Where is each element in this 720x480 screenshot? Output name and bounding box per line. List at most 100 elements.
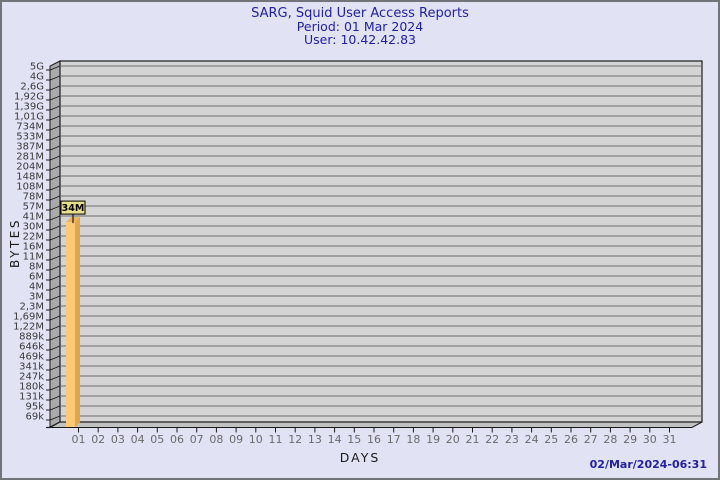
y-tick-label: 889k [19,332,44,343]
x-tick-label: 16 [367,433,381,446]
y-tick-label: 5G [30,62,44,73]
y-tick-label: 180k [19,382,44,393]
x-tick-label: 20 [446,433,460,446]
y-tick-mark [46,95,61,101]
x-axis-title: DAYS [339,450,381,465]
x-tick-label: 24 [525,433,539,446]
y-tick-mark [46,225,61,231]
y-tick-label: 1,39G [14,102,44,113]
y-tick-mark [46,65,61,71]
x-tick-label: 25 [544,433,558,446]
x-tick-label: 03 [111,433,125,446]
y-tick-mark [46,125,61,131]
y-tick-mark [46,85,61,91]
y-tick-label: 387M [16,142,44,153]
x-tick-label: 10 [249,433,263,446]
x-tick-label: 23 [505,433,519,446]
chart-floor [49,421,703,428]
y-tick-label: 4G [30,72,44,83]
x-tick-label: 12 [288,433,302,446]
x-tick-label: 22 [485,433,499,446]
y-tick-label: 3M [29,292,44,303]
y-tick-label: 69k [25,412,44,423]
y-tick-mark [46,155,61,161]
y-tick-mark [46,365,61,371]
x-tick-label: 05 [150,433,164,446]
y-tick-label: 204M [16,162,44,173]
y-tick-label: 281M [16,152,44,163]
y-tick-mark [46,75,61,81]
chart-left-wall [49,60,61,428]
x-tick-label: 29 [623,433,637,446]
y-tick-label: 95k [25,402,44,413]
x-tick-label: 18 [406,433,420,446]
y-tick-mark [46,165,61,171]
y-tick-label: 108M [16,182,44,193]
y-tick-mark [46,375,61,381]
y-axis-ticks: 5G4G2,6G1,92G1,39G1,01G734M533M387M281M2… [13,62,61,423]
y-tick-label: 16M [23,242,44,253]
x-axis-ticks: 01 02 03 04 05 06 07 08 09 10 11 12 13 14 15 16 17 18 19 20… [72,428,677,446]
x-tick-label: 13 [308,433,322,446]
y-tick-label: 1,69M [13,312,44,323]
y-tick-label: 57M [23,202,44,213]
y-tick-mark [46,355,61,361]
chart-plot-area [59,60,703,423]
x-tick-label: 08 [209,433,223,446]
y-tick-mark [46,215,61,221]
x-tick-label: 02 [91,433,105,446]
x-tick-label: 14 [328,433,342,446]
y-tick-mark [46,265,61,271]
y-tick-label: 22M [23,232,44,243]
y-tick-label: 646k [19,342,44,353]
y-tick-mark [46,245,61,251]
y-tick-label: 1,01G [14,112,44,123]
bar-value-box [60,200,86,215]
x-tick-label: 19 [426,433,440,446]
y-tick-mark [46,315,61,321]
y-tick-label: 1,92G [14,92,44,103]
y-tick-label: 6M [29,272,44,283]
report-title: SARG, Squid User Access Reports [251,6,469,21]
x-tick-label: 31 [663,433,677,446]
x-tick-label: 27 [584,433,598,446]
y-tick-label: 11M [23,252,44,263]
y-tick-mark [46,145,61,151]
y-tick-mark [46,135,61,141]
x-tick-label: 30 [643,433,657,446]
report-period: Period: 01 Mar 2024 [296,19,424,34]
y-tick-label: 8M [29,262,44,273]
x-tick-label: 01 [72,433,86,446]
x-tick-label: 04 [131,433,145,446]
x-tick-label: 26 [564,433,578,446]
y-tick-label: 341k [19,362,44,373]
y-tick-mark [46,285,61,291]
y-tick-label: 148M [16,172,44,183]
y-tick-label: 247k [19,372,44,383]
y-tick-mark [46,115,61,121]
gridlines [60,65,702,417]
y-tick-label: 469k [19,352,44,363]
y-tick-label: 2,3M [19,302,44,313]
y-tick-label: 533M [16,132,44,143]
y-tick-mark [46,345,61,351]
y-tick-label: 131k [19,392,44,403]
y-tick-mark [46,395,61,401]
y-tick-label: 1,22M [13,322,44,333]
report-user: User: 10.42.42.83 [304,31,416,47]
x-tick-label: 07 [190,433,204,446]
y-tick-mark [46,205,61,211]
y-tick-mark [46,195,61,201]
y-tick-mark [46,235,61,241]
y-tick-label: 78M [23,192,44,203]
y-tick-mark [46,295,61,301]
report-header: SARG, Squid User Access Reports Period: … [2,7,718,46]
x-tick-label: 28 [603,433,617,446]
x-tick-label: 15 [347,433,361,446]
y-tick-mark [46,305,61,311]
y-tick-mark [46,385,61,391]
bar [66,222,75,427]
y-tick-mark [46,105,61,111]
